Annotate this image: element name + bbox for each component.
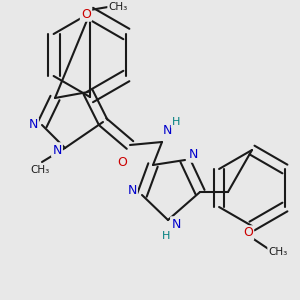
Text: N: N	[28, 118, 38, 131]
Text: H: H	[172, 117, 180, 127]
Text: CH₃: CH₃	[268, 247, 288, 257]
Text: O: O	[243, 226, 253, 239]
Text: N: N	[127, 184, 137, 197]
Text: CH₃: CH₃	[108, 2, 128, 12]
Text: N: N	[162, 124, 172, 136]
Text: CH₃: CH₃	[30, 165, 50, 175]
Text: N: N	[52, 143, 62, 157]
Text: N: N	[188, 148, 198, 161]
Text: O: O	[117, 155, 127, 169]
Text: N: N	[171, 218, 181, 230]
Text: H: H	[162, 231, 170, 241]
Text: O: O	[81, 8, 91, 20]
